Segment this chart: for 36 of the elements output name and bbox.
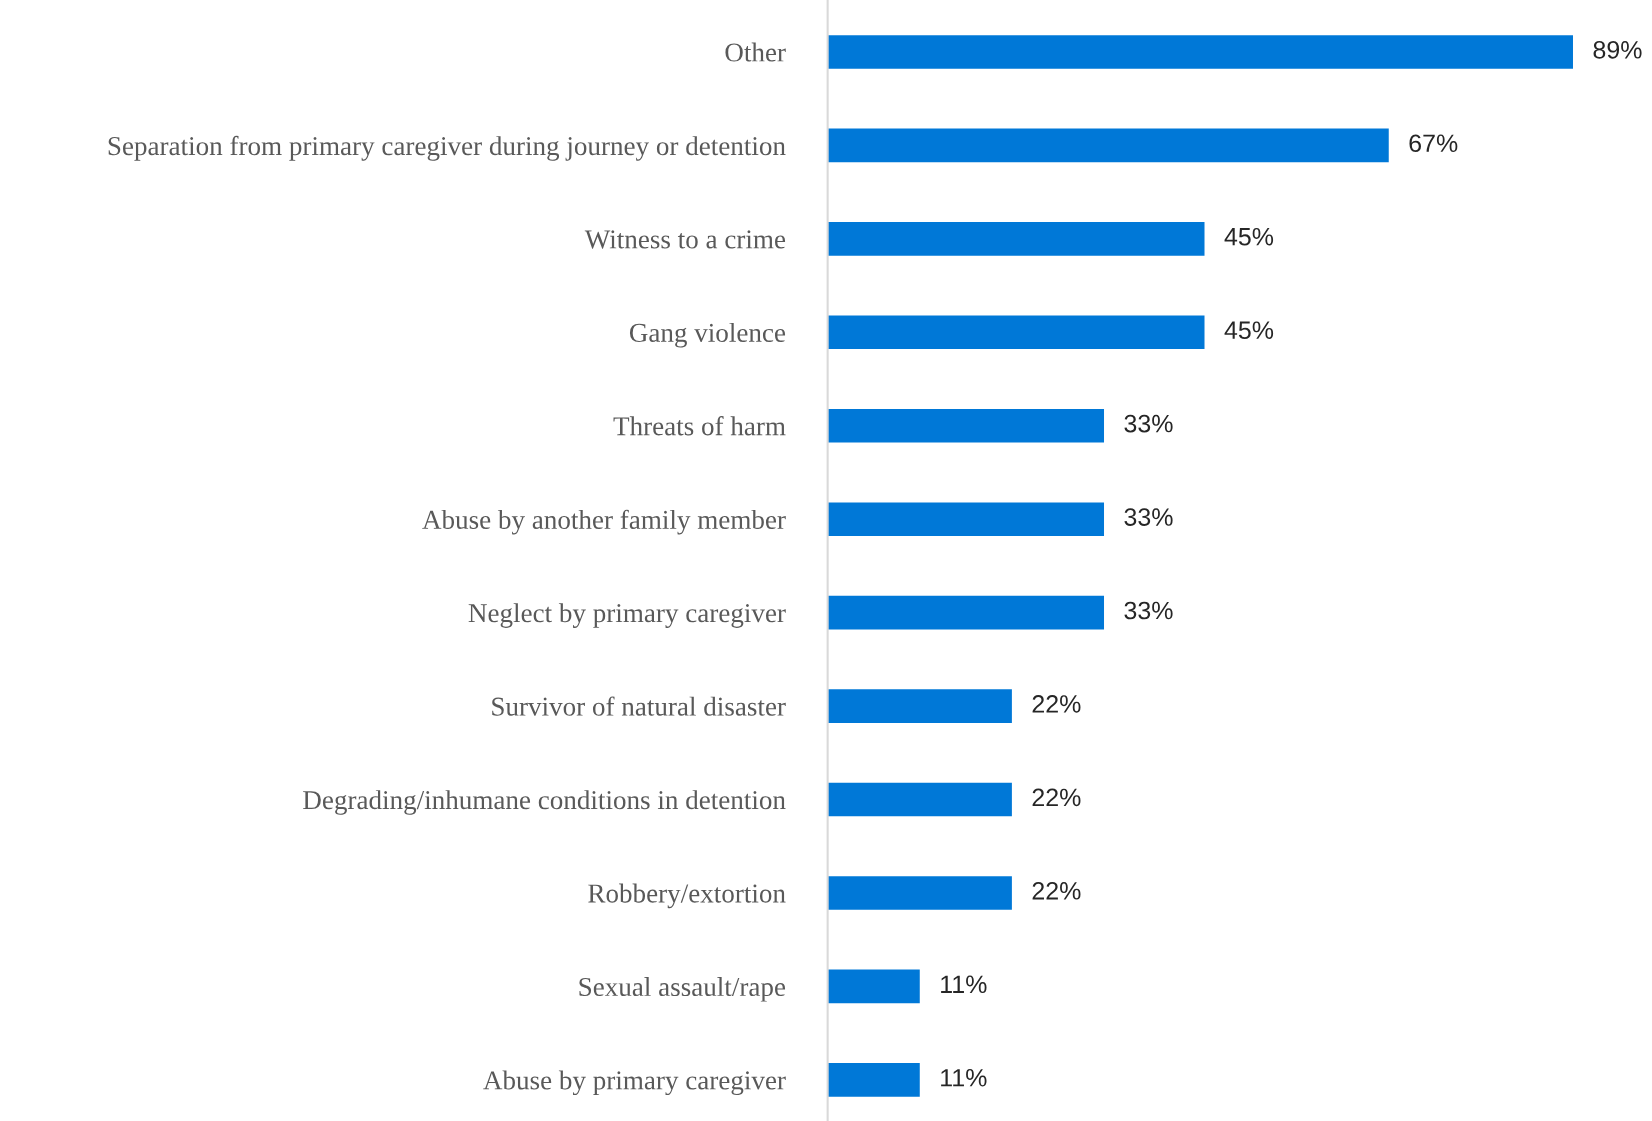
y-tick-label: Other	[725, 42, 786, 62]
y-tick-label: Abuse by primary caregiver	[483, 1070, 786, 1096]
data-label: 45%	[1224, 227, 1274, 246]
bar	[827, 876, 1012, 910]
data-label: 45%	[1224, 321, 1274, 340]
y-tick-label: Degrading/inhumane conditions in detention	[303, 790, 786, 815]
bar	[827, 1063, 920, 1097]
bar	[827, 408, 1105, 443]
data-label: 22%	[1032, 882, 1081, 900]
bar	[827, 969, 920, 1004]
y-tick-label: Neglect by primary caregiver	[468, 603, 786, 628]
bar	[827, 502, 1105, 537]
bar	[827, 782, 1012, 817]
y-tick-label: Sexual assault/rape	[579, 977, 786, 1002]
bar	[827, 595, 1105, 630]
bar	[827, 689, 1012, 723]
y-tick-label: Separation from primary caregiver during journey or detention	[108, 135, 786, 161]
data-label: 33%	[1124, 601, 1173, 620]
data-label: 89%	[1593, 40, 1642, 59]
bar	[827, 315, 1205, 350]
bar	[827, 128, 1389, 163]
y-tick-label: Survivor of natural disaster	[492, 696, 786, 716]
y-tick-label: Witness to a crime	[584, 230, 786, 249]
data-label: 67%	[1409, 134, 1458, 153]
data-label: 33%	[1124, 508, 1173, 526]
data-label: 22%	[1032, 695, 1081, 713]
data-label: 11%	[941, 1069, 987, 1087]
data-label: 22%	[1032, 788, 1081, 807]
y-tick-label: Abuse by another family member	[422, 509, 786, 535]
data-label: 33%	[1124, 414, 1173, 433]
bar	[827, 35, 1573, 69]
data-label: 11%	[941, 975, 987, 994]
y-tick-label: Threats of harm	[613, 416, 786, 436]
bar	[827, 222, 1205, 256]
y-tick-label: Gang violence	[629, 322, 786, 348]
y-tick-label: Robbery/extortion	[588, 883, 786, 909]
